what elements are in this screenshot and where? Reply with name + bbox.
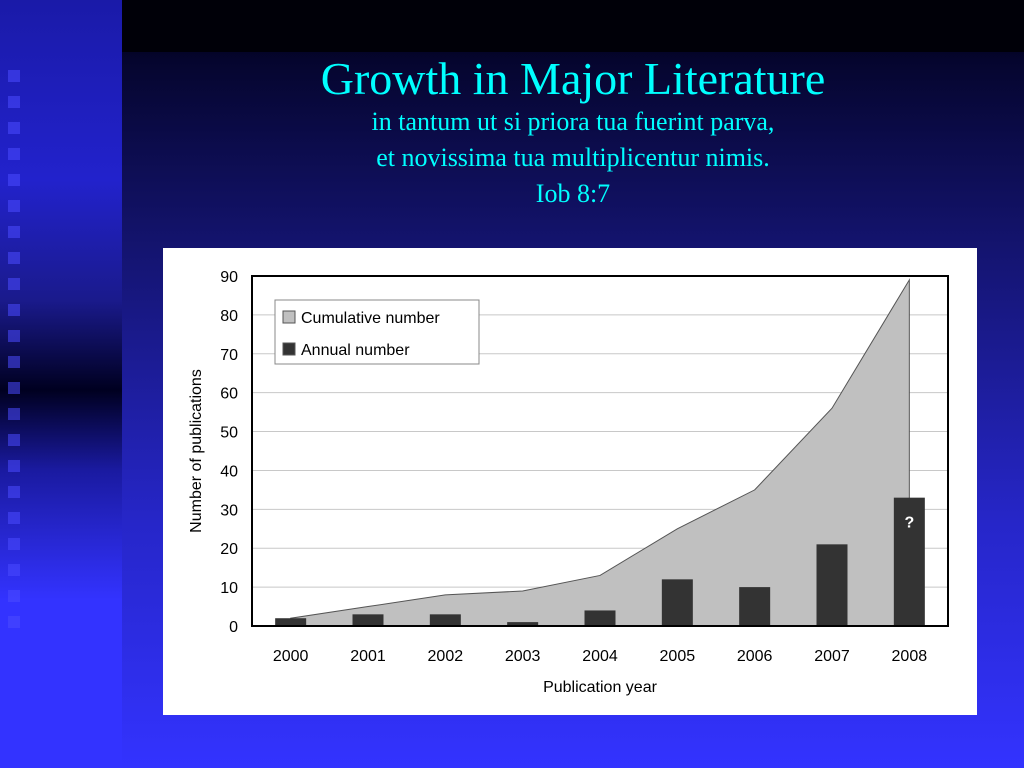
left-decor-band bbox=[0, 0, 122, 768]
decor-square bbox=[8, 590, 20, 602]
y-tick-label: 90 bbox=[220, 269, 238, 286]
annual-bars bbox=[275, 497, 925, 626]
decor-square bbox=[8, 512, 20, 524]
quote-line-2: et novissima tua multiplicentur nimis. bbox=[376, 143, 770, 172]
decor-square bbox=[8, 304, 20, 316]
y-tick-label: 70 bbox=[220, 347, 238, 364]
x-axis-label: Publication year bbox=[543, 679, 658, 696]
decor-square bbox=[8, 200, 20, 212]
decorative-squares bbox=[8, 70, 26, 642]
x-tick-label: 2008 bbox=[892, 648, 928, 665]
x-tick-label: 2005 bbox=[660, 648, 696, 665]
decor-square bbox=[8, 382, 20, 394]
publications-chart: 0 10 20 30 40 50 60 70 80 90 2000 2001 2002 2003 2004… bbox=[188, 269, 949, 696]
decor-square bbox=[8, 278, 20, 290]
y-tick-label: 20 bbox=[220, 541, 238, 558]
slide-title: Growth in Major Literature bbox=[320, 53, 826, 104]
x-tick-label: 2002 bbox=[428, 648, 464, 665]
decor-square bbox=[8, 486, 20, 498]
legend-swatch bbox=[282, 342, 296, 356]
y-tick-label: 40 bbox=[220, 463, 238, 480]
y-tick-label: 30 bbox=[220, 502, 238, 519]
annual-bar bbox=[507, 622, 539, 626]
decor-square bbox=[8, 96, 20, 108]
chart-panel: 0 10 20 30 40 50 60 70 80 90 2000 2001 2002 2003 2004… bbox=[163, 248, 977, 715]
decor-square bbox=[8, 564, 20, 576]
annual-bar bbox=[352, 614, 384, 626]
decor-square bbox=[8, 330, 20, 342]
y-tick-label: 0 bbox=[229, 619, 238, 636]
x-tick-labels: 2000 2001 2002 2003 2004 2005 2006 2007 2008 bbox=[273, 648, 927, 665]
cumulative-area bbox=[290, 278, 910, 627]
legend-box bbox=[274, 299, 480, 365]
decor-square bbox=[8, 174, 20, 186]
y-tick-label: 60 bbox=[220, 386, 238, 403]
annual-bar bbox=[816, 544, 848, 626]
annual-bar bbox=[893, 497, 925, 626]
annotation-label: ? bbox=[904, 515, 914, 532]
annual-bar bbox=[584, 610, 616, 626]
decor-square bbox=[8, 408, 20, 420]
slide-header: Growth in Major Literature in tantum ut … bbox=[122, 54, 1024, 212]
chart-annotations: ? bbox=[904, 515, 914, 532]
top-bar bbox=[122, 0, 1024, 52]
plot-frame bbox=[251, 275, 949, 627]
y-tick-labels: 0 10 20 30 40 50 60 70 80 90 bbox=[220, 269, 238, 636]
annual-bar bbox=[429, 614, 461, 626]
x-tick-label: 2007 bbox=[814, 648, 850, 665]
annual-bar bbox=[275, 618, 307, 626]
y-tick-label: 10 bbox=[220, 580, 238, 597]
legend-swatch bbox=[282, 310, 296, 324]
y-tick-label: 80 bbox=[220, 308, 238, 325]
decor-square bbox=[8, 538, 20, 550]
x-tick-label: 2004 bbox=[582, 648, 618, 665]
x-tick-label: 2000 bbox=[273, 648, 309, 665]
x-tick-label: 2003 bbox=[505, 648, 541, 665]
decor-square bbox=[8, 226, 20, 238]
y-axis-label: Number of publications bbox=[188, 369, 205, 533]
decor-square bbox=[8, 616, 20, 628]
legend-label: Cumulative number bbox=[301, 310, 440, 327]
quote-citation: Iob 8:7 bbox=[535, 179, 611, 208]
legend-label: Annual number bbox=[301, 342, 410, 359]
chart-legend: Cumulative number Annual number bbox=[274, 299, 480, 365]
decor-square bbox=[8, 70, 20, 82]
annual-bar bbox=[739, 587, 771, 626]
decor-square bbox=[8, 122, 20, 134]
x-tick-label: 2001 bbox=[350, 648, 386, 665]
decor-square bbox=[8, 434, 20, 446]
x-tick-label: 2006 bbox=[737, 648, 773, 665]
annual-bar bbox=[661, 579, 693, 626]
y-tick-label: 50 bbox=[220, 425, 238, 442]
decor-square bbox=[8, 356, 20, 368]
quote-line-1: in tantum ut si priora tua fuerint parva… bbox=[371, 107, 775, 136]
decor-square bbox=[8, 148, 20, 160]
decor-square bbox=[8, 460, 20, 472]
decor-square bbox=[8, 252, 20, 264]
